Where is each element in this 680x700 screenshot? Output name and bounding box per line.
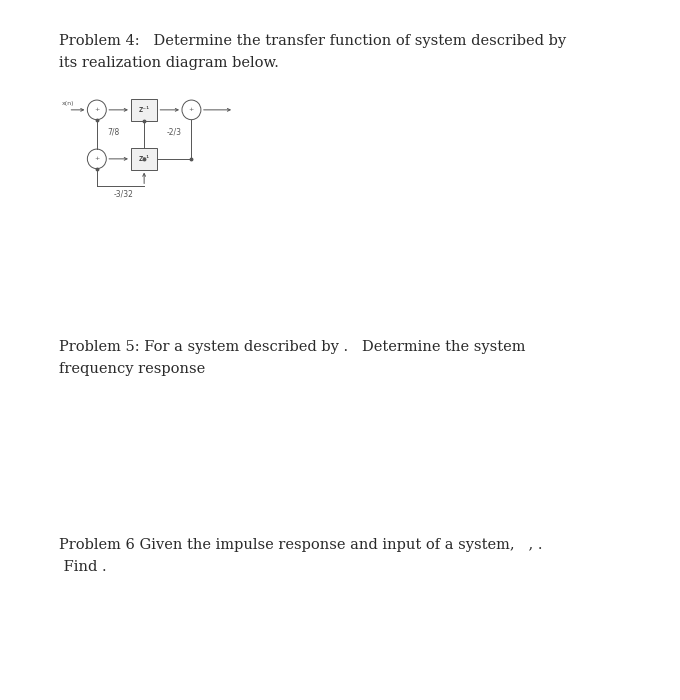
Text: z⁻¹: z⁻¹ [139, 106, 150, 114]
Text: -3/32: -3/32 [114, 190, 133, 199]
Text: its realization diagram below.: its realization diagram below. [59, 56, 279, 70]
Text: Problem 5: For a system described by .   Determine the system: Problem 5: For a system described by . D… [59, 340, 526, 354]
Bar [131, 148, 157, 169]
Text: Problem 6 Given the impulse response and input of a system,   , .: Problem 6 Given the impulse response and… [59, 538, 543, 552]
Bar [131, 99, 157, 120]
Text: +: + [95, 156, 99, 162]
Text: +: + [189, 107, 194, 113]
Text: -2/3: -2/3 [167, 128, 182, 137]
Text: +: + [95, 107, 99, 113]
Text: Problem 4:   Determine the transfer function of system described by: Problem 4: Determine the transfer functi… [59, 34, 566, 48]
Text: Find .: Find . [59, 560, 107, 574]
Text: 7/8: 7/8 [107, 128, 120, 137]
Text: z⁻¹: z⁻¹ [139, 155, 150, 163]
Text: frequency response: frequency response [59, 362, 205, 376]
Text: x(n): x(n) [62, 101, 74, 106]
